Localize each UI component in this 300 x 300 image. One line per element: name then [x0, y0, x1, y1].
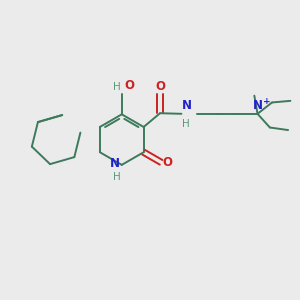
Text: +: +	[263, 98, 271, 106]
Text: N: N	[182, 99, 192, 112]
Text: O: O	[124, 79, 134, 92]
Text: N: N	[110, 158, 120, 170]
Text: H: H	[112, 172, 120, 182]
Text: H: H	[182, 119, 190, 129]
Text: N: N	[253, 99, 262, 112]
Text: H: H	[112, 82, 120, 92]
Text: O: O	[162, 156, 172, 169]
Text: O: O	[155, 80, 165, 93]
